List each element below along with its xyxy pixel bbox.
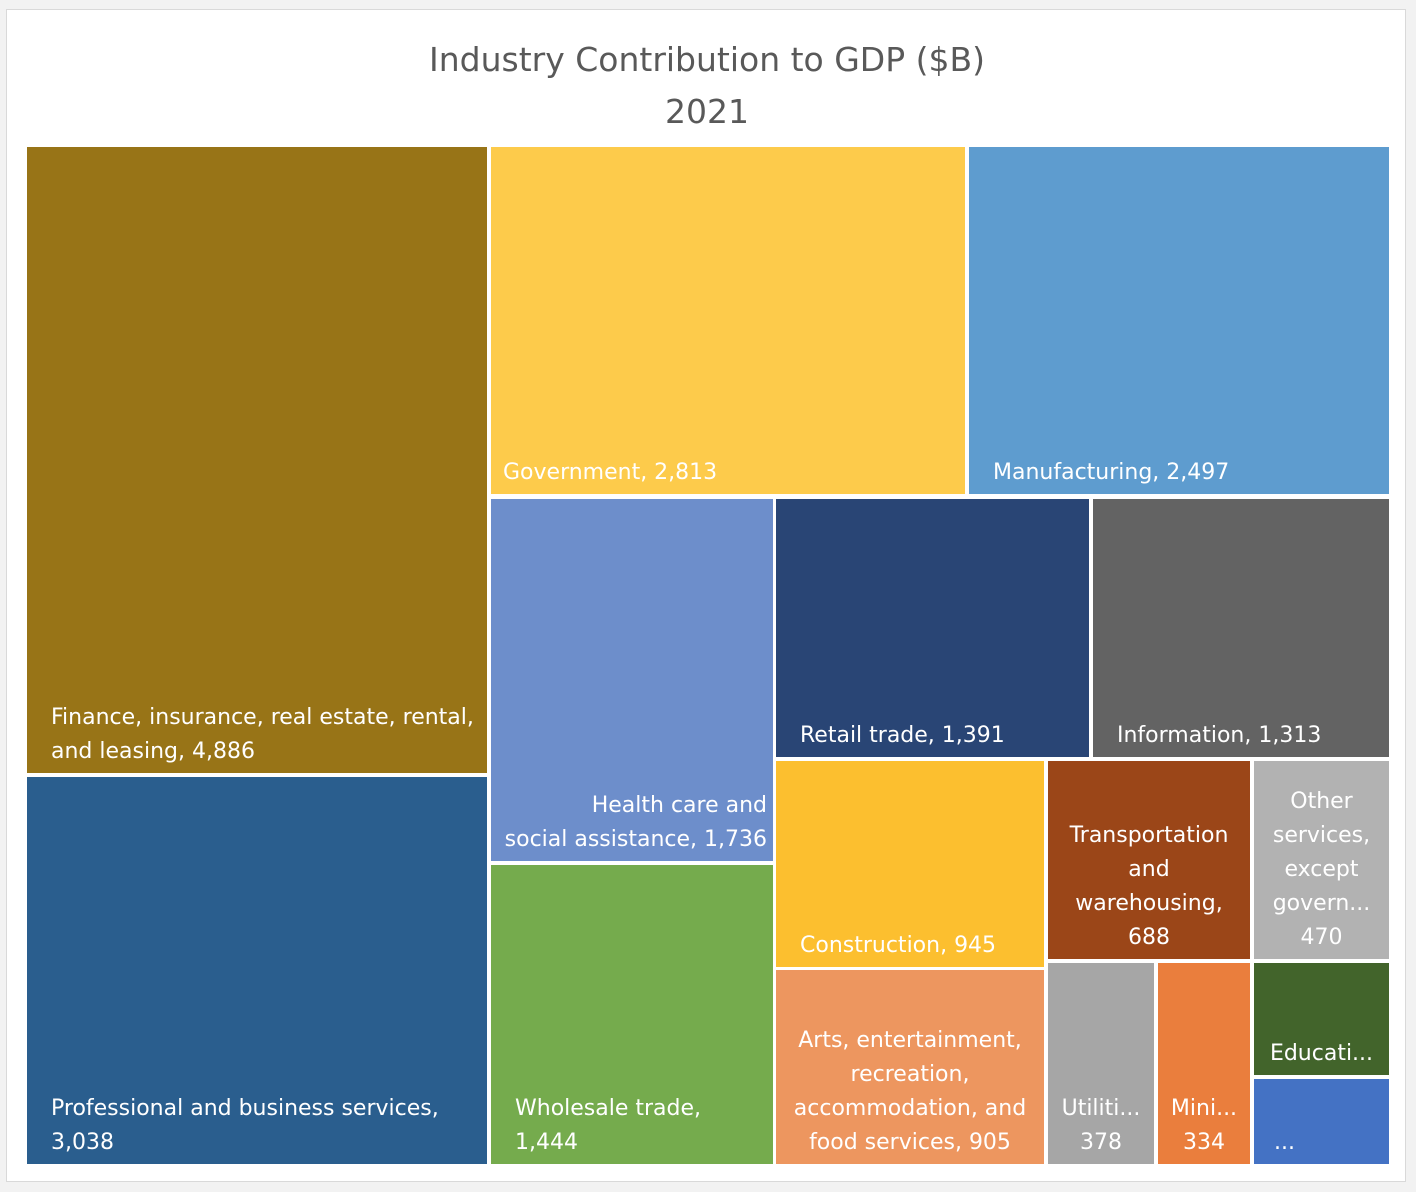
treemap-tile-construction: Construction, 945 bbox=[776, 761, 1044, 967]
treemap-label-line: ... bbox=[1274, 1130, 1295, 1155]
treemap-label-line: warehousing, bbox=[1075, 891, 1223, 916]
treemap-label-manufacturing: Manufacturing, 2,497 bbox=[993, 456, 1383, 490]
treemap-label-line: Information, 1,313 bbox=[1117, 723, 1322, 748]
treemap-label-professional: Professional and business services, 3,038 bbox=[51, 1092, 481, 1160]
treemap-tile-government: Government, 2,813 bbox=[491, 147, 965, 494]
treemap-label-health: Health care and social assistance, 1,736 bbox=[501, 789, 767, 857]
treemap-label-information: Information, 1,313 bbox=[1117, 719, 1383, 753]
treemap-label-finance: Finance, insurance, real estate, rental,… bbox=[51, 701, 481, 769]
treemap-label-line: Other bbox=[1290, 789, 1353, 814]
treemap-tile-retail: Retail trade, 1,391 bbox=[776, 499, 1089, 757]
treemap-tile-manufacturing: Manufacturing, 2,497 bbox=[969, 147, 1389, 494]
treemap-label-retail: Retail trade, 1,391 bbox=[800, 719, 1083, 753]
treemap-label-line: Transportation bbox=[1069, 823, 1229, 848]
treemap-label-arts: Arts, entertainment, recreation, accommoda… bbox=[776, 1024, 1044, 1160]
treemap-tile-transportation: Transportation and warehousing, 688 bbox=[1048, 761, 1250, 959]
treemap-tile-wholesale: Wholesale trade, 1,444 bbox=[491, 865, 773, 1164]
treemap-label-line: govern... bbox=[1272, 891, 1371, 916]
treemap-label-wholesale: Wholesale trade, 1,444 bbox=[515, 1092, 767, 1160]
treemap-tile-professional: Professional and business services, 3,038 bbox=[27, 777, 487, 1164]
chart-title-block: Industry Contribution to GDP ($B) 2021 bbox=[7, 34, 1407, 138]
treemap-label-line: Construction, 945 bbox=[800, 933, 997, 958]
treemap-label-line: and leasing, 4,886 bbox=[51, 739, 255, 764]
treemap-label-line: and bbox=[1128, 857, 1170, 882]
treemap-label-line: 3,038 bbox=[51, 1130, 114, 1155]
treemap-label-line: social assistance, 1,736 bbox=[504, 827, 767, 852]
treemap-label-line: services, bbox=[1272, 823, 1371, 848]
treemap-tile-education: Educati... bbox=[1254, 963, 1389, 1075]
treemap-label-line: Arts, entertainment, bbox=[798, 1028, 1022, 1053]
treemap-label-line: Wholesale trade, bbox=[515, 1096, 702, 1121]
treemap-tile-finance: Finance, insurance, real estate, rental,… bbox=[27, 147, 487, 773]
treemap-tile-health: Health care and social assistance, 1,736 bbox=[491, 499, 773, 861]
treemap-label-line: except bbox=[1284, 857, 1359, 882]
treemap-tile-agriculture: ... bbox=[1254, 1079, 1389, 1164]
treemap-label-transportation: Transportation and warehousing, 688 bbox=[1048, 819, 1250, 955]
treemap-tile-arts: Arts, entertainment, recreation, accommoda… bbox=[776, 970, 1044, 1164]
treemap-label-agriculture: ... bbox=[1274, 1126, 1383, 1160]
treemap-label-utilities: Utiliti... 378 bbox=[1048, 1092, 1154, 1160]
treemap-label-line: Mini... bbox=[1170, 1096, 1238, 1121]
treemap-label-line: 334 bbox=[1183, 1130, 1225, 1155]
treemap-label-line: Health care and bbox=[591, 793, 767, 818]
treemap-label-mining: Mini... 334 bbox=[1158, 1092, 1250, 1160]
treemap-label-line: Finance, insurance, real estate, rental, bbox=[51, 705, 474, 730]
treemap-label-line: 470 bbox=[1300, 925, 1343, 950]
treemap-tile-information: Information, 1,313 bbox=[1093, 499, 1389, 757]
chart-subtitle: 2021 bbox=[665, 92, 749, 131]
chart-frame: Industry Contribution to GDP ($B) 2021 F… bbox=[6, 9, 1406, 1182]
treemap-label-line: Manufacturing, 2,497 bbox=[993, 460, 1230, 485]
treemap-label-line: Educati... bbox=[1269, 1041, 1374, 1066]
treemap-tile-mining: Mini... 334 bbox=[1158, 963, 1250, 1164]
treemap-tile-other: Other services, except govern... 470 bbox=[1254, 761, 1389, 959]
treemap-label-government: Government, 2,813 bbox=[503, 456, 959, 490]
treemap-label-line: 688 bbox=[1128, 925, 1170, 950]
treemap-label-line: accommodation, and bbox=[793, 1096, 1027, 1121]
treemap-label-construction: Construction, 945 bbox=[800, 929, 1038, 963]
treemap-label-other: Other services, except govern... 470 bbox=[1254, 785, 1389, 955]
treemap-tile-utilities: Utiliti... 378 bbox=[1048, 963, 1154, 1164]
chart-title: Industry Contribution to GDP ($B) bbox=[429, 40, 985, 79]
treemap-label-line: Government, 2,813 bbox=[503, 460, 718, 485]
treemap-label-line: 1,444 bbox=[515, 1130, 578, 1155]
treemap-label-education: Educati... bbox=[1254, 1037, 1389, 1071]
treemap-label-line: Utiliti... bbox=[1061, 1096, 1141, 1121]
treemap-label-line: food services, 905 bbox=[809, 1130, 1011, 1155]
treemap-label-line: Professional and business services, bbox=[51, 1096, 439, 1121]
treemap-label-line: Retail trade, 1,391 bbox=[800, 723, 1005, 748]
treemap-label-line: recreation, bbox=[850, 1062, 970, 1087]
treemap-label-line: 378 bbox=[1080, 1130, 1122, 1155]
